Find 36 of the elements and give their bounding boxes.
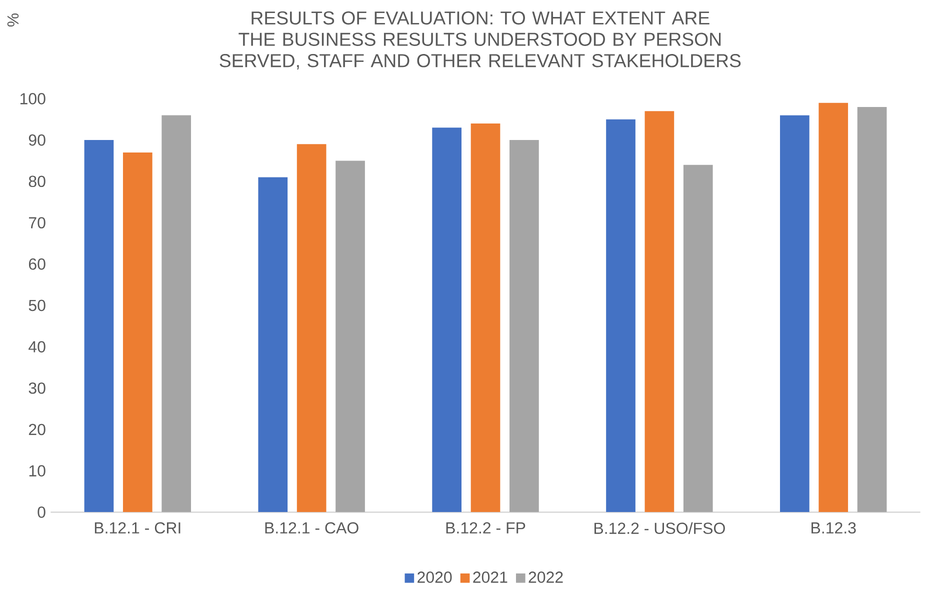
bar bbox=[780, 115, 810, 512]
y-tick-label: 90 bbox=[28, 134, 46, 146]
bar bbox=[606, 119, 636, 512]
legend-label: 2021 bbox=[473, 572, 508, 583]
bar bbox=[857, 107, 887, 512]
bar bbox=[432, 128, 462, 512]
bar bbox=[818, 102, 848, 512]
legend-label: 2022 bbox=[528, 572, 563, 583]
y-tick-label: 0 bbox=[38, 506, 46, 518]
x-tick-label: B.12.1 - CRI bbox=[94, 522, 180, 534]
bar bbox=[84, 140, 114, 512]
bar bbox=[258, 177, 288, 512]
y-tick-label: 80 bbox=[28, 176, 46, 188]
y-tick-label: 10 bbox=[29, 465, 46, 477]
bar bbox=[336, 160, 365, 512]
bar bbox=[644, 111, 674, 512]
x-tick-label: B.12.1 - CAO bbox=[265, 522, 358, 534]
y-tick-label: 60 bbox=[28, 258, 46, 270]
x-tick-label: B.12.2 - FP bbox=[446, 522, 526, 534]
y-axis-title: % bbox=[7, 14, 19, 27]
y-tick-label: 20 bbox=[28, 424, 46, 436]
y-tick-label: 40 bbox=[28, 341, 46, 353]
y-tick-label: 50 bbox=[28, 300, 46, 312]
y-tick-label: 70 bbox=[28, 217, 46, 228]
x-tick-label: B.12.2 - USO/FSO bbox=[594, 522, 725, 534]
y-tick-label: 100 bbox=[20, 93, 46, 104]
y-tick-label: 30 bbox=[28, 382, 46, 394]
x-tick-label: B.12.3 bbox=[812, 522, 856, 534]
bar bbox=[296, 144, 326, 512]
bar bbox=[162, 115, 192, 512]
bar bbox=[470, 124, 500, 512]
bar bbox=[683, 164, 713, 512]
chart-title: RESULTS OF EVALUATION: TO WHAT EXTENT ARE THE BUSINESS RESULTS UNDERSTOOD BY PERSON SERVED, STAFF AND OTHER RELEVANT STAKEHOLDERS bbox=[220, 11, 741, 70]
bar bbox=[510, 140, 539, 512]
legend-label: 2020 bbox=[418, 572, 452, 583]
bar bbox=[122, 152, 152, 512]
